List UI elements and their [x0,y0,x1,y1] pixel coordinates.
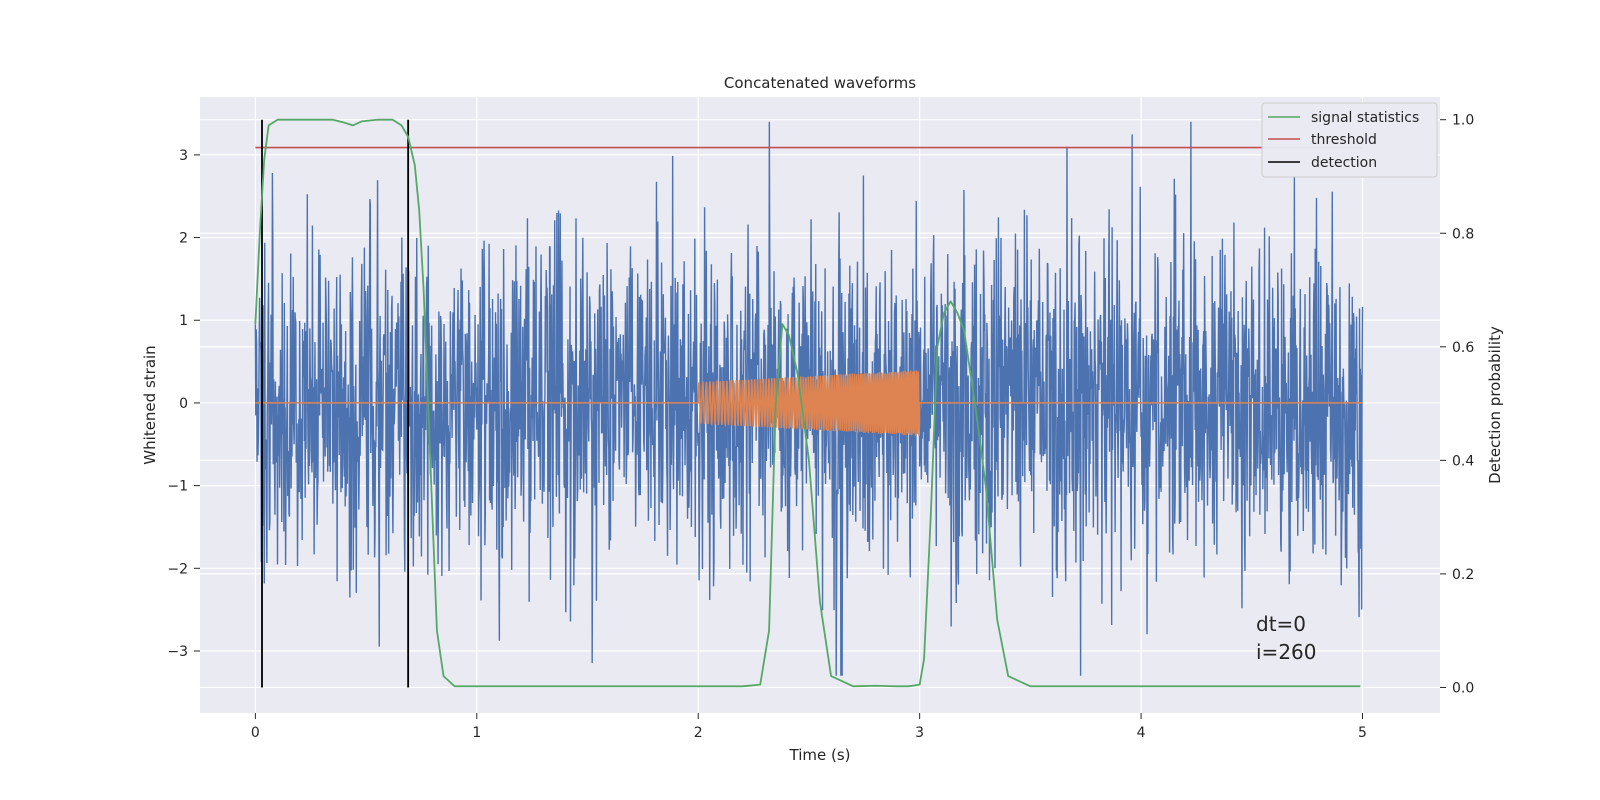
y-left-tick-label: 1 [179,313,188,329]
x-tick-label: 2 [694,725,703,741]
x-tick-label: 3 [915,725,924,741]
legend-box [1261,102,1438,178]
y-left-tick-label: −3 [167,644,188,660]
annotation-i: i=260 [1256,640,1317,664]
injected-signal-series [255,370,1363,436]
y-axis-label-left: Whitened strain [141,345,159,464]
y-left-tick-label: −2 [167,561,188,577]
noise-series [254,121,1364,676]
x-axis-label: Time (s) [789,746,851,764]
y-left-tick-label: −1 [167,479,188,495]
x-tick-label: 0 [251,725,260,741]
y-right-tick-label: 0.0 [1452,680,1474,696]
chart-title: Concatenated waveforms [724,74,916,92]
ticks: 0 1 2 3 4 5 −3 −2 −1 0 1 2 3 0.0 0.2 0.4 0.6 0.8 1.0 [167,113,1474,741]
y-left-tick-label: 3 [179,148,188,164]
y-axis-label-right: Detection probability [1486,326,1504,484]
noise-line [254,121,1364,676]
legend-label-threshold: threshold [1311,132,1377,148]
legend-label-detection: detection [1311,155,1377,171]
y-right-tick-label: 0.2 [1452,567,1474,583]
x-tick-label: 4 [1137,725,1146,741]
y-left-tick-label: 0 [179,396,188,412]
legend: signal statistics threshold detection [1261,102,1438,178]
y-right-tick-label: 0.8 [1452,226,1474,242]
annotation-dt: dt=0 [1256,612,1306,636]
x-tick-label: 1 [472,725,481,741]
x-tick-label: 5 [1358,725,1367,741]
legend-label-signal-statistics: signal statistics [1311,110,1419,126]
y-left-tick-label: 2 [179,231,188,247]
y-right-tick-label: 0.6 [1452,340,1474,356]
y-right-tick-label: 0.4 [1452,453,1474,469]
right-axis-series [254,118,1363,688]
signal-statistics-line [254,118,1361,688]
y-right-tick-label: 1.0 [1452,113,1474,129]
injected-signal-line [255,370,1363,436]
